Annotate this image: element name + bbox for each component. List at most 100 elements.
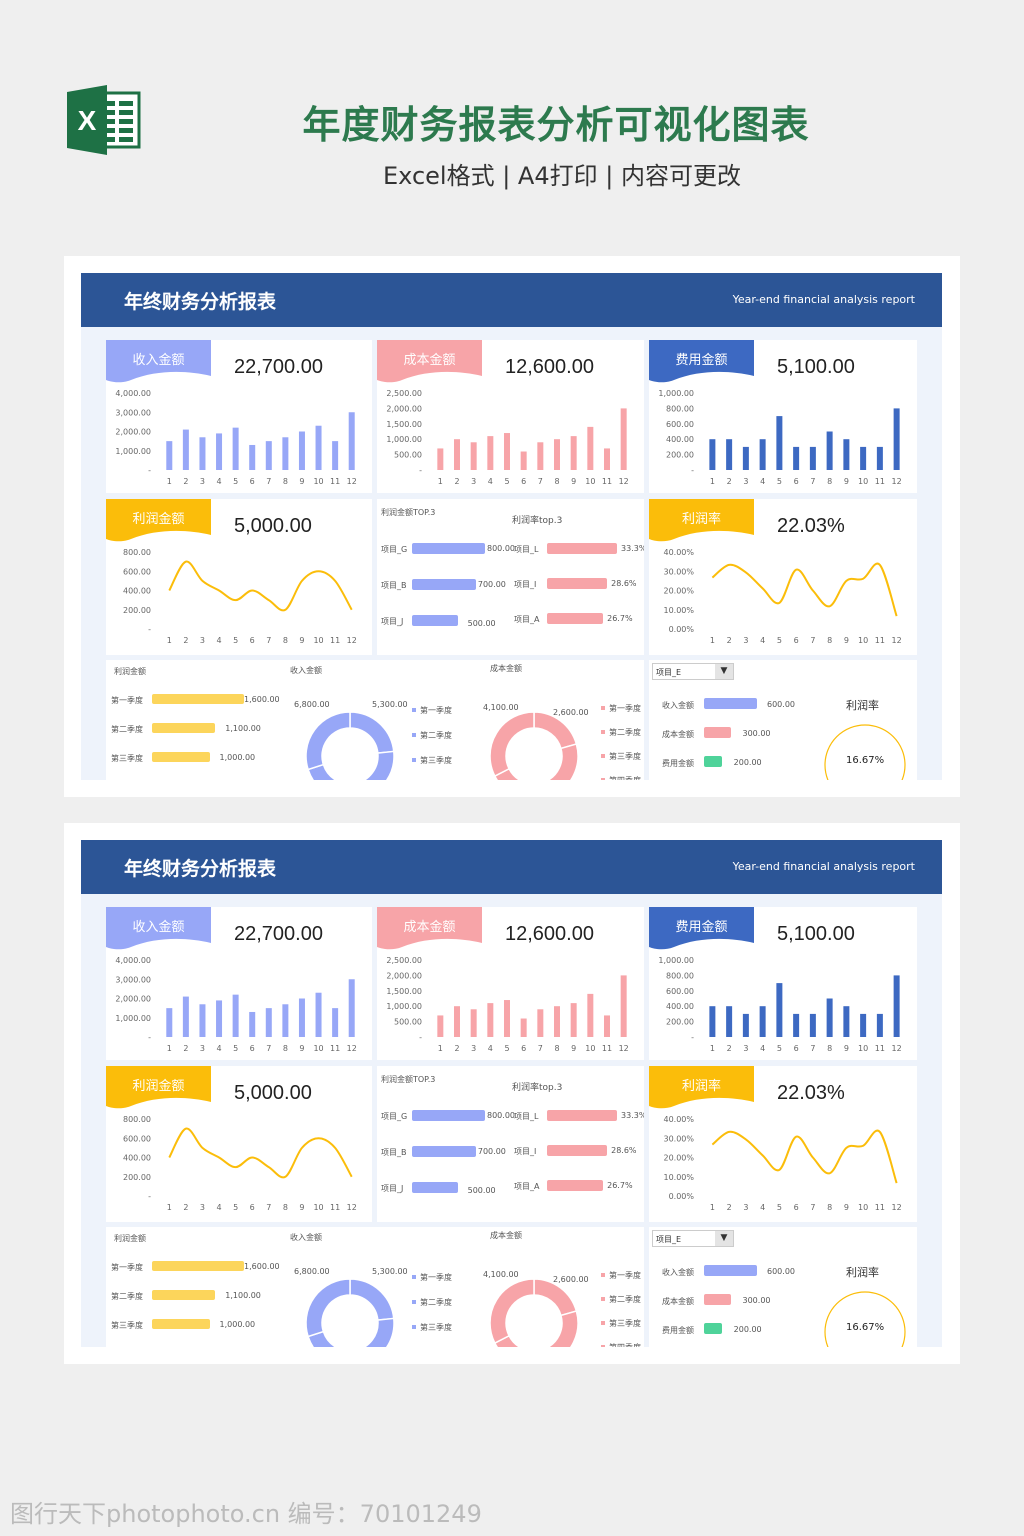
bar bbox=[199, 437, 206, 470]
label: 成本金额 bbox=[662, 1297, 694, 1306]
top3-profit-bar bbox=[412, 615, 458, 626]
label: 1,100.00 bbox=[225, 724, 261, 733]
panel-tag-label: 费用金额 bbox=[675, 353, 728, 368]
bar bbox=[843, 439, 850, 470]
donut-slice bbox=[489, 711, 535, 778]
x-tick-label: 12 bbox=[347, 477, 357, 486]
project-bar bbox=[704, 698, 757, 709]
project-bar bbox=[704, 727, 731, 738]
panel-tag-label: 成本金额 bbox=[403, 353, 456, 368]
x-tick-label: 7 bbox=[266, 1203, 271, 1212]
bar bbox=[570, 1003, 577, 1037]
x-tick-label: 3 bbox=[743, 477, 748, 486]
bar bbox=[315, 425, 322, 470]
y-tick-label: 1,000.00 bbox=[658, 389, 694, 398]
panel-tag-label: 利润金额 bbox=[132, 512, 185, 527]
x-tick-label: 1 bbox=[167, 1203, 172, 1212]
legend-item: 第一季度 bbox=[609, 1271, 641, 1280]
legend-item: 第四季度 bbox=[609, 1342, 641, 1347]
label: 第二季度 bbox=[111, 725, 143, 734]
legend-swatch bbox=[412, 1325, 416, 1329]
x-tick-label: 11 bbox=[875, 636, 885, 645]
project-select[interactable]: 项目_E ▼ bbox=[652, 663, 734, 680]
x-tick-label: 7 bbox=[266, 1044, 271, 1053]
dashboard: 年终财务分析报表 Year-end financial analysis rep… bbox=[81, 273, 942, 780]
y-tick-label: 40.00% bbox=[663, 1115, 694, 1124]
kpi-value: 22,700.00 bbox=[234, 356, 323, 378]
donut-slice bbox=[546, 1310, 579, 1347]
bar bbox=[232, 994, 239, 1037]
panel-tag: 利润金额 bbox=[106, 499, 211, 545]
expense-panel: 费用金额 5,100.00 1,000.00 800.00 600.00 400.00 20… bbox=[649, 907, 917, 1060]
label: 1,100.00 bbox=[225, 1291, 261, 1300]
bar bbox=[504, 433, 510, 470]
x-tick-label: 12 bbox=[619, 477, 629, 486]
legend-swatch bbox=[412, 733, 416, 737]
y-tick-label: 3,000.00 bbox=[115, 408, 151, 417]
x-tick-label: 5 bbox=[233, 636, 238, 645]
page-subtitle: Excel格式 | A4打印 | 内容可更改 bbox=[383, 162, 741, 190]
kpi-value: 5,000.00 bbox=[234, 515, 312, 537]
chevron-down-icon[interactable]: ▼ bbox=[715, 1231, 733, 1246]
x-tick-label: 10 bbox=[313, 1044, 323, 1053]
quarter-profit-bar bbox=[152, 752, 210, 762]
project-bar bbox=[704, 1294, 731, 1305]
dashboard: 年终财务分析报表 Year-end financial analysis rep… bbox=[81, 840, 942, 1347]
x-tick-label: 4 bbox=[760, 636, 765, 645]
label: 项目_A bbox=[514, 615, 540, 624]
x-tick-label: 4 bbox=[216, 1044, 221, 1053]
chevron-down-icon[interactable]: ▼ bbox=[715, 664, 733, 679]
top3-profit-title: 利润金额TOP.3 bbox=[381, 1075, 436, 1084]
dashboard-header: 年终财务分析报表 Year-end financial analysis rep… bbox=[81, 840, 942, 894]
legend-item: 第四季度 bbox=[609, 775, 641, 780]
legend-swatch bbox=[601, 778, 605, 780]
label: 项目_J bbox=[381, 617, 404, 626]
bar bbox=[809, 1013, 816, 1037]
label: 200.00 bbox=[733, 758, 762, 767]
bar bbox=[232, 427, 239, 470]
bar bbox=[520, 451, 527, 470]
legend-swatch bbox=[601, 1273, 605, 1277]
x-tick-label: 8 bbox=[554, 1044, 559, 1053]
bar bbox=[454, 439, 460, 470]
legend-item: 第三季度 bbox=[609, 1319, 641, 1328]
y-tick-label: 2,000.00 bbox=[115, 428, 151, 437]
bar bbox=[487, 436, 494, 470]
donut-slice bbox=[546, 743, 579, 780]
label: 5,300.00 bbox=[372, 700, 408, 709]
y-tick-label: 30.00% bbox=[663, 1134, 694, 1143]
quarter-profit-title: 利润金额 bbox=[114, 1234, 146, 1243]
x-tick-label: 11 bbox=[330, 1203, 340, 1212]
rate-gauge bbox=[824, 724, 906, 780]
bar bbox=[216, 433, 223, 470]
project-select[interactable]: 项目_E ▼ bbox=[652, 1230, 734, 1247]
y-tick-label: - bbox=[148, 625, 151, 634]
kpi-value: 22.03% bbox=[777, 515, 845, 537]
x-tick-label: 6 bbox=[250, 1044, 255, 1053]
legend-item: 第三季度 bbox=[420, 756, 452, 765]
y-tick-label: 20.00% bbox=[663, 587, 694, 596]
bar bbox=[709, 1006, 716, 1037]
x-tick-label: 11 bbox=[875, 1044, 885, 1053]
bar bbox=[166, 441, 173, 470]
top3-profit-bar bbox=[412, 543, 485, 554]
kpi-value: 5,100.00 bbox=[777, 923, 855, 945]
x-tick-label: 2 bbox=[727, 1203, 732, 1212]
label: 1,000.00 bbox=[219, 753, 256, 762]
dashboard-subtitle: Year-end financial analysis report bbox=[732, 293, 915, 306]
panel-tag-label: 利润金额 bbox=[132, 1079, 185, 1094]
dashboard-title: 年终财务分析报表 bbox=[124, 291, 277, 313]
y-tick-label: 2,500.00 bbox=[386, 956, 422, 965]
x-tick-label: 3 bbox=[200, 477, 205, 486]
quarter-panel: 利润金额 第一季度 1,600.00 第二季度 1,100.00 第三季度 1,000.00… bbox=[106, 660, 644, 780]
kpi-value: 5,000.00 bbox=[234, 1082, 312, 1104]
cost-panel: 成本金额 12,600.00 2,500.00 2,000.00 1,500.00 1,0… bbox=[377, 340, 644, 493]
x-tick-label: 5 bbox=[504, 1044, 509, 1053]
bar bbox=[199, 1004, 206, 1037]
label: 收入金额 bbox=[662, 701, 694, 710]
label: 1,600.00 bbox=[244, 1262, 280, 1271]
x-tick-label: 5 bbox=[233, 1203, 238, 1212]
